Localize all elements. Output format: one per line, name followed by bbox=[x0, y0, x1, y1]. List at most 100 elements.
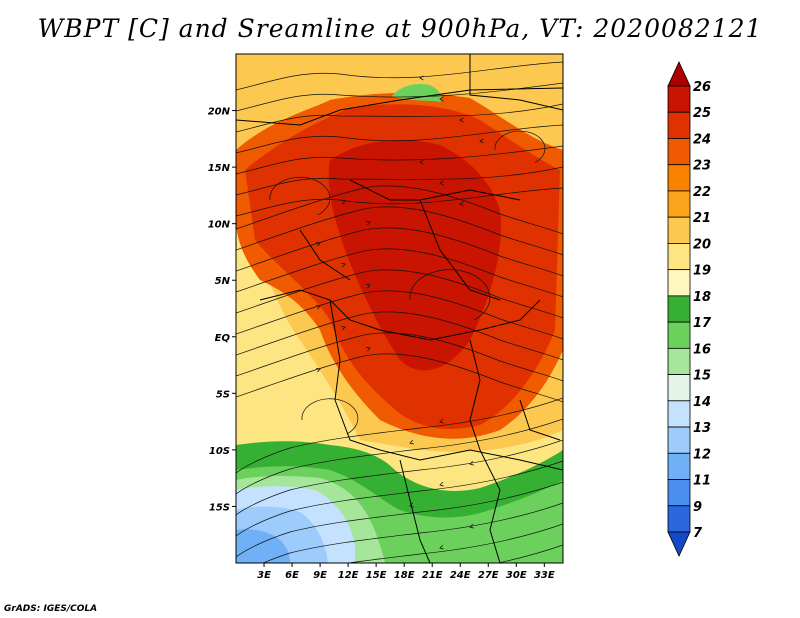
streamline bbox=[236, 269, 563, 319]
lat-tick-label: 15S bbox=[209, 502, 230, 513]
streamline bbox=[346, 523, 563, 563]
colorbar-swatch bbox=[667, 111, 691, 139]
country-borders bbox=[236, 54, 563, 563]
colorbar-swatch bbox=[667, 321, 691, 349]
streamline bbox=[236, 332, 563, 382]
lon-tick-label: 6E bbox=[285, 570, 299, 581]
lon-tick-label: 30E bbox=[506, 570, 527, 581]
streamline bbox=[236, 187, 563, 217]
lon-tick-label: 24E bbox=[450, 570, 471, 581]
colorbar-swatch bbox=[667, 531, 691, 557]
country-border bbox=[469, 339, 481, 451]
streamline bbox=[236, 290, 563, 340]
lat-tick-label: EQ bbox=[215, 333, 231, 344]
country-border bbox=[519, 399, 561, 441]
streamline bbox=[262, 502, 563, 563]
country-border bbox=[479, 449, 501, 563]
colorbar-swatch bbox=[667, 269, 691, 297]
colorbar-swatch bbox=[667, 61, 691, 87]
streamline-arrow bbox=[469, 460, 474, 466]
colorbar-label: 24 bbox=[693, 132, 711, 147]
streamline bbox=[236, 460, 563, 537]
colorbar-label: 20 bbox=[693, 237, 711, 252]
colorbar: 26 25 24 23 22 21 20 19 18 17 16 15 14 13 12 11 9 7 bbox=[667, 61, 712, 557]
streamline-arrow bbox=[365, 283, 371, 289]
colorbar-label: 18 bbox=[693, 290, 711, 305]
streamline-arrow bbox=[340, 325, 346, 331]
map-frame bbox=[235, 53, 564, 564]
country-border bbox=[379, 449, 563, 471]
lat-tick-label: 20N bbox=[208, 107, 231, 118]
streamline-arrow bbox=[419, 159, 424, 165]
streamline-arrow bbox=[479, 138, 484, 144]
streamline bbox=[236, 227, 563, 277]
streamline bbox=[236, 397, 563, 474]
streamline-arrow bbox=[365, 346, 371, 352]
field-region-blue-dark bbox=[236, 529, 290, 563]
streamline bbox=[236, 124, 563, 154]
lat-tick-label: 5N bbox=[215, 276, 231, 287]
country-border bbox=[236, 87, 563, 126]
streamline-arrow bbox=[315, 304, 321, 310]
wbpt-field bbox=[236, 54, 563, 563]
streamline bbox=[236, 145, 563, 175]
streamline bbox=[301, 398, 359, 435]
lon-tick-label: 3E bbox=[257, 570, 271, 581]
lat-tick-label: 5S bbox=[216, 389, 230, 400]
colorbar-label: 15 bbox=[693, 369, 711, 384]
colorbar-swatch bbox=[667, 505, 691, 533]
streamline-arrow bbox=[439, 418, 444, 424]
streamline-arrow bbox=[439, 481, 444, 487]
streamline-arrow bbox=[315, 367, 321, 373]
field-region-green-north bbox=[392, 84, 442, 102]
colorbar-swatch bbox=[667, 216, 691, 244]
country-border bbox=[399, 459, 431, 563]
colorbar-label: 19 bbox=[693, 264, 711, 279]
axis-ticks: 20N 15N 10N 5N EQ 5S 10S 15S 3E 6E 9E 12E 15E 18E 21E 2… bbox=[208, 107, 555, 581]
streamline-arrow bbox=[409, 502, 414, 508]
streamline-arrow bbox=[340, 262, 346, 268]
colorbar-label: 23 bbox=[693, 159, 711, 174]
colorbar-swatch bbox=[667, 138, 691, 166]
colorbar-swatch bbox=[667, 85, 691, 113]
streamline bbox=[236, 82, 563, 112]
country-border bbox=[329, 299, 381, 451]
streamline bbox=[236, 61, 563, 91]
streamline-arrow bbox=[439, 180, 444, 186]
colorbar-label: 21 bbox=[693, 211, 711, 226]
colorbar-label: 7 bbox=[693, 526, 703, 541]
streamline bbox=[494, 130, 546, 163]
streamline bbox=[236, 353, 563, 403]
streamline bbox=[236, 481, 563, 558]
colorbar-swatch bbox=[667, 452, 691, 480]
country-border bbox=[419, 199, 501, 301]
lon-tick-label: 15E bbox=[366, 570, 387, 581]
streamline-arrow bbox=[315, 241, 321, 247]
colorbar-swatch bbox=[667, 243, 691, 271]
streamline bbox=[236, 311, 563, 361]
field-region-hot-peak bbox=[328, 140, 501, 371]
country-border bbox=[379, 299, 541, 341]
streamline bbox=[495, 544, 563, 563]
streamline-arrow bbox=[459, 117, 464, 123]
streamline-arrow bbox=[409, 439, 414, 445]
lat-tick-label: 15N bbox=[208, 163, 231, 174]
lat-tick-label: 10S bbox=[209, 446, 230, 457]
colorbar-label: 9 bbox=[693, 500, 702, 515]
colorbar-swatch bbox=[667, 347, 691, 375]
chart-title: WBPT [C] and Sreamline at 900hPa, VT: 20… bbox=[37, 14, 763, 43]
colorbar-label: 13 bbox=[693, 421, 711, 436]
lat-tick-label: 10N bbox=[208, 220, 231, 231]
lon-tick-label: 27E bbox=[478, 570, 499, 581]
country-border bbox=[469, 54, 563, 111]
colorbar-label: 14 bbox=[693, 395, 711, 410]
colorbar-label: 11 bbox=[693, 474, 711, 489]
colorbar-swatch bbox=[667, 426, 691, 454]
lon-tick-label: 12E bbox=[338, 570, 359, 581]
lon-tick-label: 21E bbox=[422, 570, 443, 581]
colorbar-swatch bbox=[667, 295, 691, 323]
streamline-arrow bbox=[340, 199, 346, 205]
streamline bbox=[236, 206, 563, 256]
streamline-arrow bbox=[469, 523, 474, 529]
